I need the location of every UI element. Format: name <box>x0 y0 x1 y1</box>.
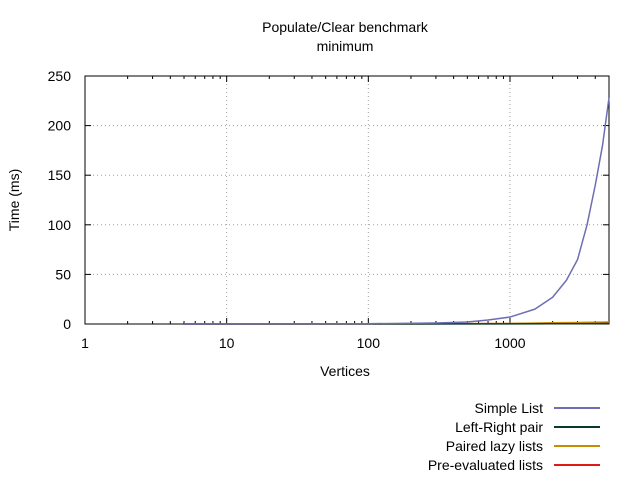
series-line-simple-list <box>184 97 610 325</box>
y-tick-label: 150 <box>48 167 72 183</box>
x-tick-label: 100 <box>357 335 381 351</box>
y-tick-label: 100 <box>48 217 72 233</box>
legend-label-simple-list: Simple List <box>475 400 544 416</box>
chart-title: Populate/Clear benchmark <box>262 19 429 35</box>
y-tick-label: 250 <box>48 68 72 84</box>
legend-label-left-right-pair: Left-Right pair <box>455 419 543 435</box>
y-axis-label: Time (ms) <box>6 169 22 231</box>
x-tick-label: 1000 <box>494 335 525 351</box>
legend-label-pre-evaluated-lists: Pre-evaluated lists <box>428 457 543 473</box>
chart-subtitle: minimum <box>317 38 374 54</box>
y-tick-label: 50 <box>55 266 71 282</box>
x-axis-label: Vertices <box>320 363 370 379</box>
legend-label-paired-lazy-lists: Paired lazy lists <box>446 438 543 454</box>
legend: Simple List Left-Right pair Paired lazy li… <box>428 400 600 473</box>
grid <box>85 76 609 324</box>
y-tick-label: 200 <box>48 118 72 134</box>
x-tick-label: 10 <box>219 335 235 351</box>
x-tick-label: 1 <box>81 335 89 351</box>
series-lines <box>184 97 610 325</box>
plot-frame <box>84 75 610 325</box>
y-tick-label: 0 <box>63 316 71 332</box>
axis-ticks: 0 50 100 150 200 250 1 10 100 1000 <box>48 68 610 351</box>
